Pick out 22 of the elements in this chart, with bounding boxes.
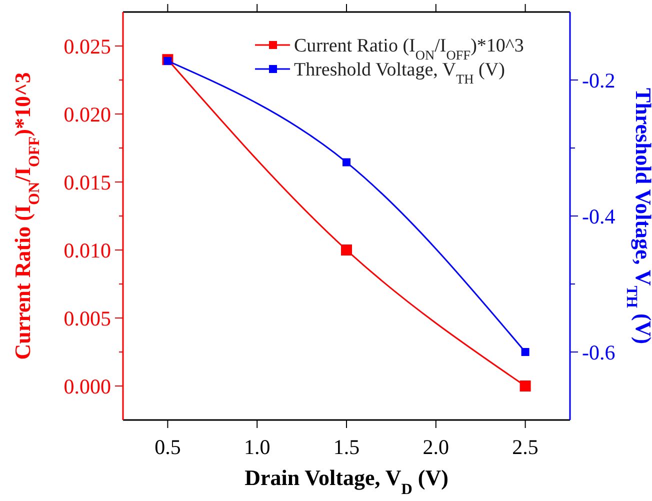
y-tick-label: 0.010	[64, 238, 111, 262]
x-tick-label: 1.0	[244, 435, 270, 459]
x-tick-label: 2.0	[422, 435, 450, 459]
legend-label: Threshold Voltage, V$_{TH}$ (V)	[294, 60, 505, 86]
x-tick-label: 0.5	[154, 435, 181, 459]
legend-label: Current Ratio (I$_{ON}$/I$_{OFF}$)*10^3	[294, 36, 524, 62]
point	[342, 158, 350, 166]
point	[341, 244, 352, 256]
x-axis-title: Drain Voltage, V$_{D}$ (V)	[244, 465, 448, 498]
y-tick-label: 0.025	[64, 34, 111, 58]
y2-tick-label: -0.6	[582, 340, 616, 364]
x-tick-label: 1.5	[333, 435, 360, 459]
point	[520, 380, 531, 392]
point	[164, 56, 172, 65]
y2-tick-label: -0.4	[582, 204, 616, 228]
y-tick-label: 0.020	[64, 102, 111, 126]
y2-tick-label: -0.2	[582, 68, 616, 92]
y-tick-label: 0.015	[64, 170, 111, 194]
y-tick-label: 0.000	[64, 374, 111, 398]
x-tick-label: 2.5	[512, 435, 538, 459]
point	[521, 348, 530, 356]
y-tick-label: 0.005	[64, 306, 111, 330]
